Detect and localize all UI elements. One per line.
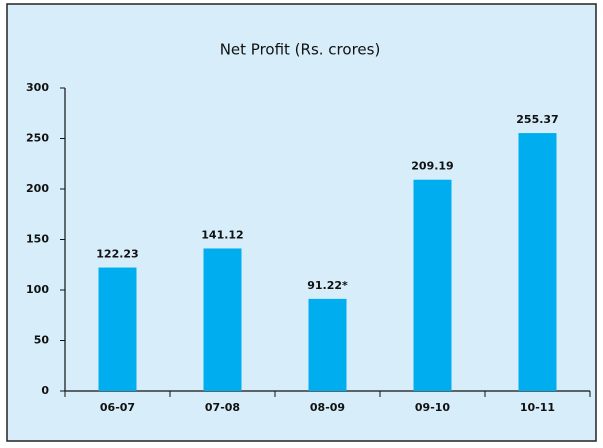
y-tick-label: 200 <box>26 182 49 195</box>
y-tick-label: 300 <box>26 81 49 94</box>
chart-background <box>6 3 597 442</box>
bar <box>308 298 347 391</box>
x-tick-label: 09-10 <box>415 401 451 414</box>
y-tick-label: 100 <box>26 283 49 296</box>
data-label: 122.23 <box>96 248 138 261</box>
bar <box>203 248 242 391</box>
y-tick-label: 0 <box>41 384 49 397</box>
bar <box>413 179 452 391</box>
data-label: 209.19 <box>411 160 453 173</box>
data-label: 255.37 <box>516 113 558 126</box>
chart-title: Net Profit (Rs. crores) <box>220 41 381 59</box>
bar <box>518 133 557 391</box>
data-label: 141.12 <box>201 228 243 241</box>
x-tick-label: 06-07 <box>100 401 135 414</box>
y-tick-label: 50 <box>34 334 50 347</box>
y-tick-label: 250 <box>26 132 49 145</box>
x-tick-label: 07-08 <box>205 401 240 414</box>
x-tick-label: 08-09 <box>310 401 345 414</box>
y-tick-label: 150 <box>26 233 49 246</box>
data-label: 91.22* <box>307 279 348 292</box>
bar <box>98 267 137 391</box>
x-tick-label: 10-11 <box>520 401 555 414</box>
